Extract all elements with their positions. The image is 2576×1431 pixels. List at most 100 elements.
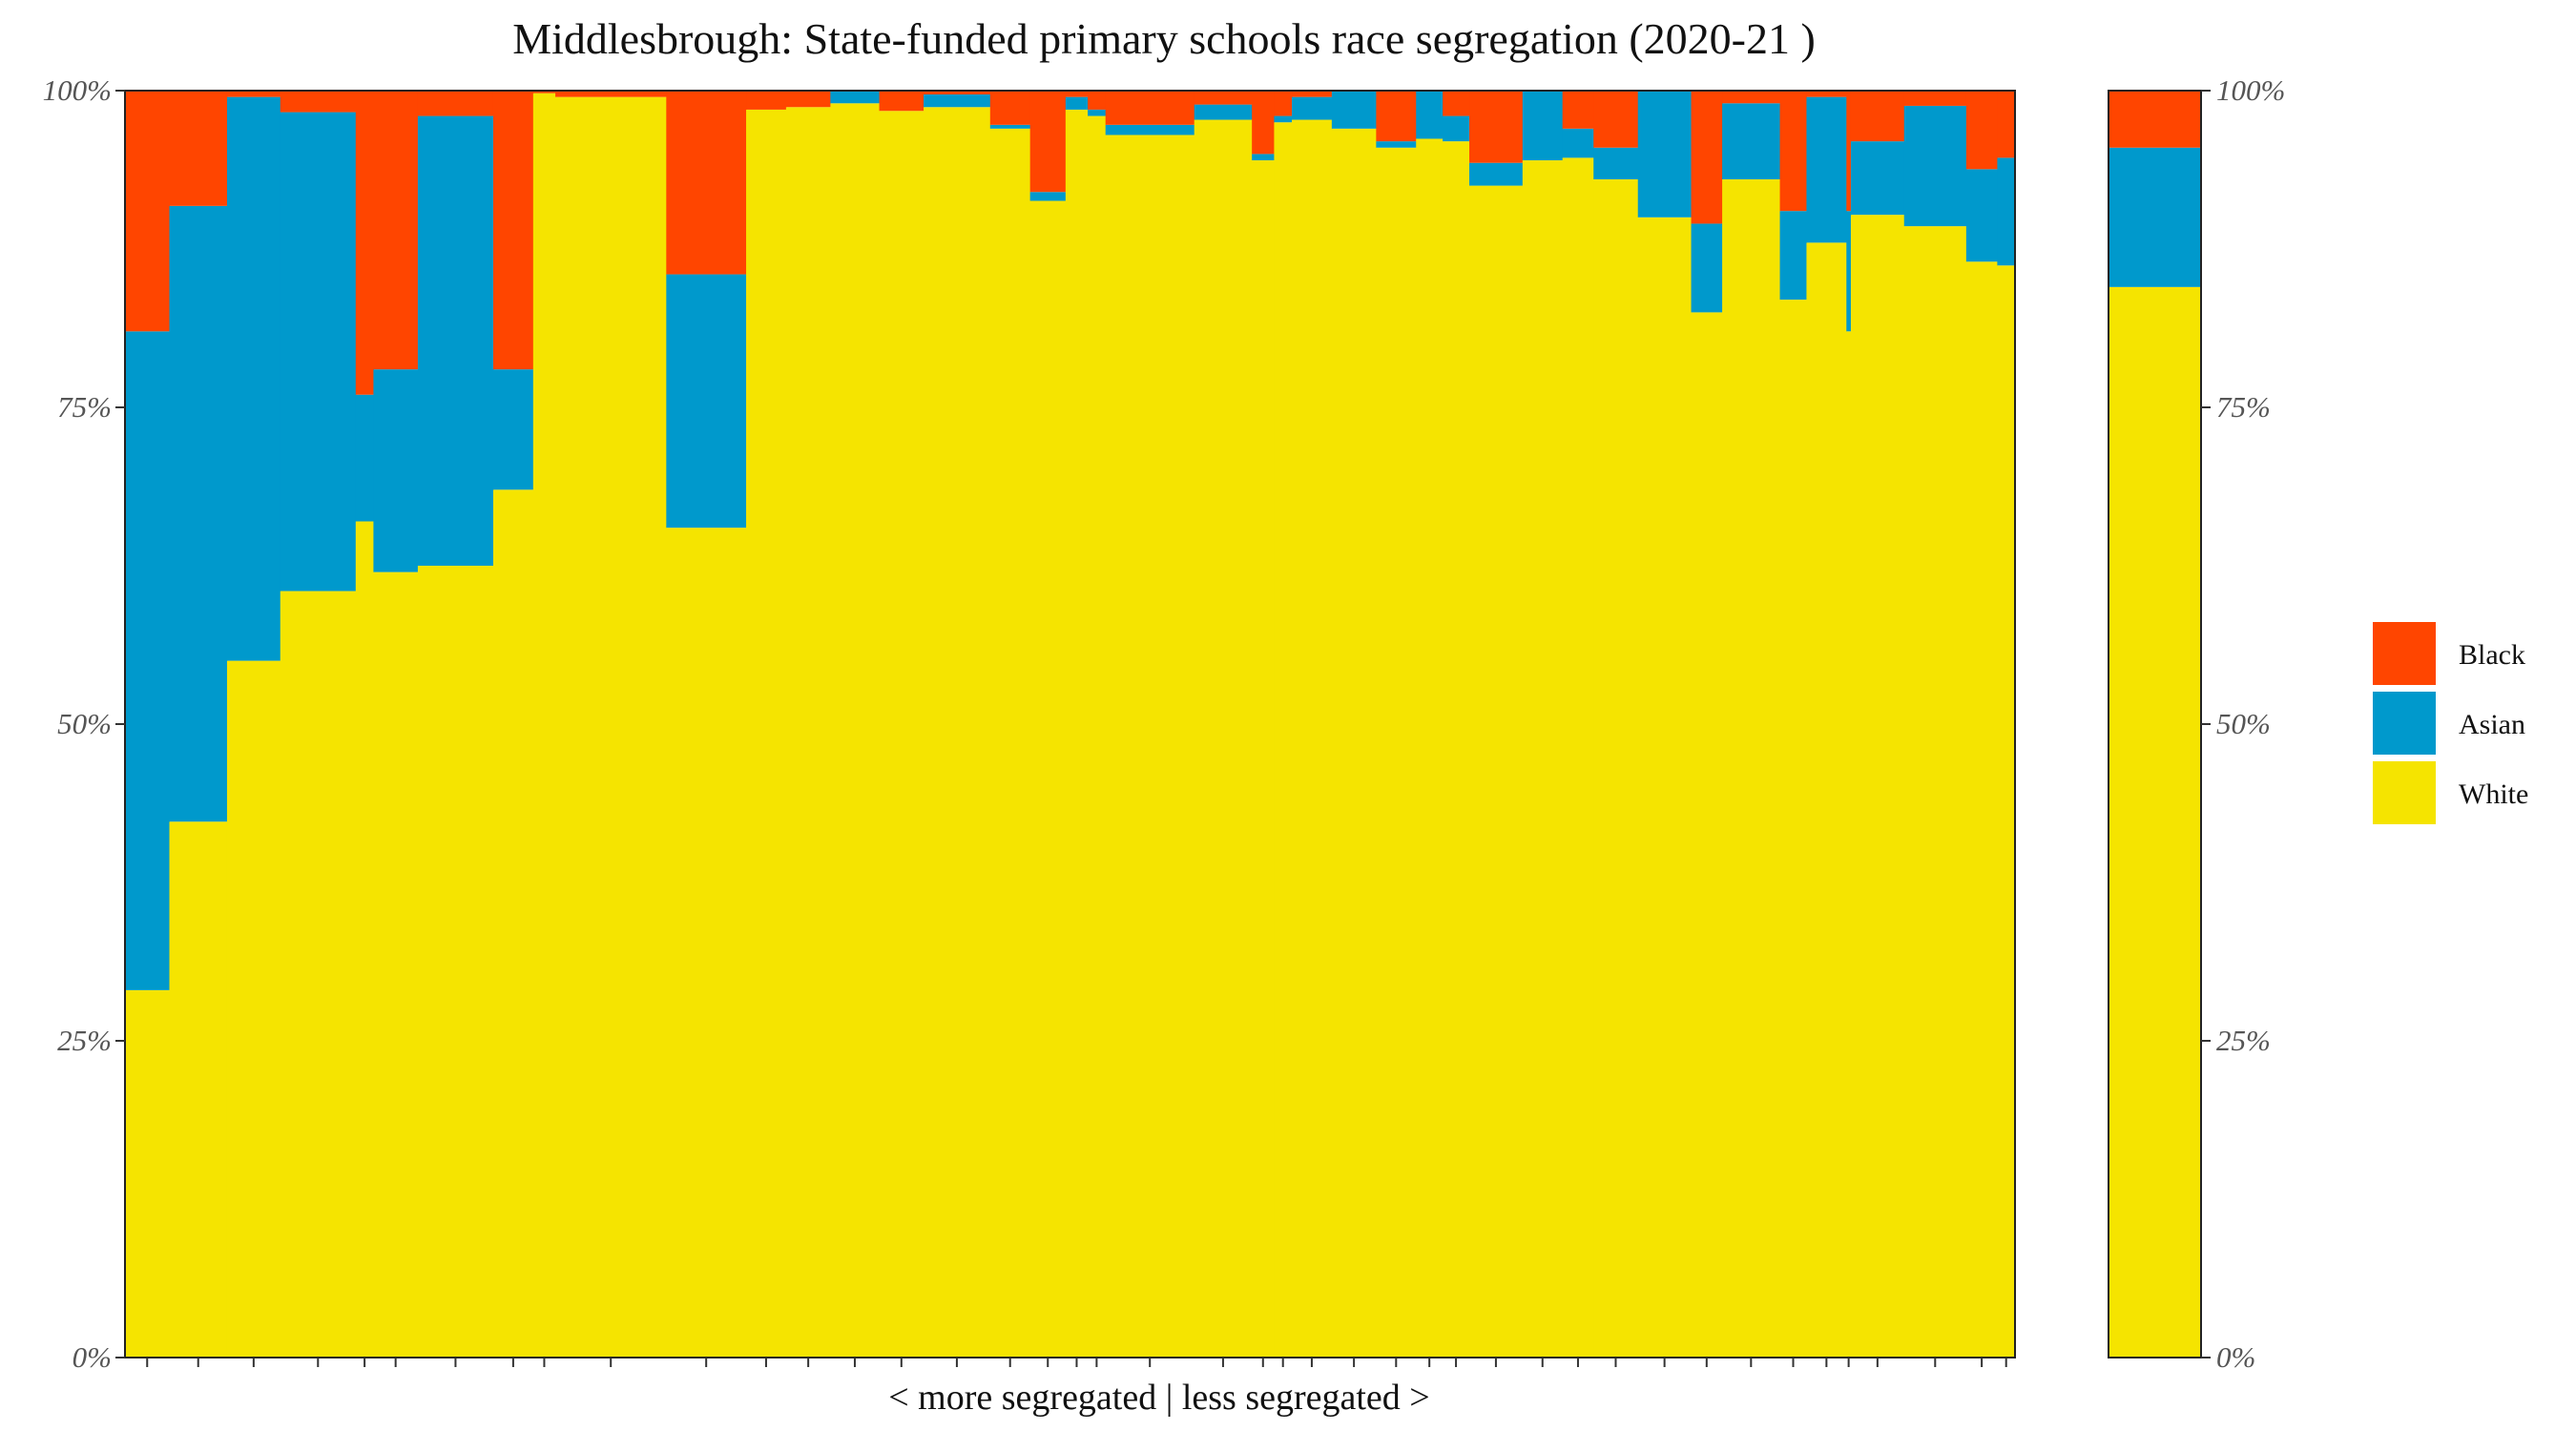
school-bar: [1331, 91, 1377, 1358]
bar-segment-asian: [1292, 96, 1333, 120]
bar-segment-white: [1065, 109, 1089, 1358]
bar-segment-asian: [1443, 115, 1470, 142]
bar-segment-black: [417, 91, 494, 116]
y-tick-label-left: 0%: [73, 1340, 112, 1374]
school-bar: [1522, 91, 1564, 1358]
school-bar: [1965, 91, 1998, 1358]
bar-segment-asian: [924, 93, 991, 108]
bar-segment-white: [492, 489, 534, 1358]
bar-segment-white: [924, 107, 991, 1358]
legend-swatch: [2373, 692, 2436, 755]
y-tick-label-right: 100%: [2216, 73, 2285, 107]
bar-segment-white: [1252, 160, 1276, 1358]
bar-segment-black: [1065, 91, 1089, 97]
school-bar: [1416, 91, 1444, 1358]
bar-segment-asian: [1376, 141, 1417, 148]
bar-segment-white: [1522, 160, 1564, 1358]
y-axis-right: 0% 25% 50% 75% 100%: [2201, 73, 2285, 1374]
bar-segment-white: [1846, 331, 1852, 1358]
bar-segment-white: [355, 521, 375, 1358]
bar-segment-black: [924, 91, 991, 94]
school-bar: [666, 91, 747, 1358]
bar-segment-black: [746, 91, 787, 110]
bar-segment-white: [1850, 215, 1905, 1358]
school-bar: [924, 91, 991, 1358]
bar-segment-asian: [355, 394, 375, 522]
bar-segment-white: [1965, 261, 1998, 1358]
bar-segment-white: [169, 821, 228, 1358]
bar-segment-white: [879, 111, 924, 1358]
bar-segment-black: [1691, 91, 1723, 224]
bar-segment-asian: [1593, 147, 1639, 179]
bar-segment-asian: [280, 112, 357, 591]
school-bar: [1274, 91, 1293, 1358]
bar-segment-black: [1903, 91, 1967, 106]
school-bar: [1443, 91, 1470, 1358]
school-bar: [746, 91, 787, 1358]
bar-segment-black: [1376, 91, 1417, 142]
school-bar: [1469, 91, 1524, 1358]
bar-segment-white: [1691, 312, 1723, 1358]
school-bar: [555, 91, 667, 1358]
legend-label: Asian: [2459, 709, 2525, 740]
legend-label: Black: [2459, 639, 2525, 671]
school-bar: [1105, 91, 1195, 1358]
bar-segment-black: [1274, 91, 1293, 116]
bar-segment-asian: [989, 124, 1031, 129]
bar-segment-asian: [1274, 115, 1293, 123]
school-bar: [1252, 91, 1276, 1358]
school-bar: [1194, 91, 1253, 1358]
school-bar: [373, 91, 419, 1358]
legend-swatch: [2373, 622, 2436, 685]
bar-segment-black: [1194, 91, 1253, 105]
bar-segment-black: [1722, 91, 1781, 104]
bar-segment-black: [879, 91, 924, 112]
bar-segment-white: [1376, 147, 1417, 1358]
y-tick-label-left: 75%: [57, 390, 112, 424]
bar-segment-asian: [1691, 223, 1723, 313]
x-axis-label: < more segregated | less segregated >: [888, 1378, 1429, 1418]
school-bar: [532, 91, 556, 1358]
bar-segment-white: [532, 93, 556, 1358]
school-bar: [355, 91, 375, 1358]
bar-segment-white: [1469, 185, 1524, 1358]
legend-label: White: [2459, 778, 2528, 810]
school-bar: [169, 91, 228, 1358]
bar-segment-white: [746, 109, 787, 1358]
bar-segment-black: [1562, 91, 1594, 129]
bar-segment-black: [169, 91, 228, 206]
bar-segment-asian: [1722, 103, 1781, 179]
chart-title: Middlesbrough: State-funded primary scho…: [512, 14, 1816, 63]
bar-segment-white: [1806, 242, 1847, 1358]
bar-segment-black: [1997, 91, 2016, 158]
bar-segment-black: [989, 91, 1031, 125]
bar-segment-black: [1779, 91, 1808, 212]
school-bar: [830, 91, 881, 1358]
bar-segment-asian: [1779, 211, 1808, 301]
school-bar: [226, 91, 281, 1358]
bar-segment-black: [1965, 91, 1998, 170]
school-bar: [1376, 91, 1417, 1358]
overall-bar: [2109, 91, 2201, 1358]
bar-segment-asian: [1088, 109, 1107, 116]
bar-segment-asian: [1965, 169, 1998, 262]
y-tick-label-right: 50%: [2216, 707, 2271, 740]
bar-segment-white: [785, 107, 831, 1358]
bar-segment-black: [280, 91, 357, 113]
overall-segment-white: [2109, 286, 2201, 1358]
bar-segment-white: [989, 128, 1031, 1358]
bar-segment-white: [666, 528, 747, 1358]
y-tick-label-left: 100%: [43, 73, 112, 107]
bar-segment-asian: [1252, 154, 1276, 161]
bar-segment-black: [1593, 91, 1639, 148]
bar-segment-asian: [1806, 96, 1847, 243]
bar-segment-black: [785, 91, 831, 108]
school-bar: [1593, 91, 1639, 1358]
bar-segment-asian: [1416, 91, 1444, 139]
legend-item: Black: [2373, 622, 2525, 685]
bar-segment-white: [1562, 157, 1594, 1358]
school-bar: [879, 91, 924, 1358]
bar-segment-white: [373, 571, 419, 1358]
school-bar: [1806, 91, 1847, 1358]
